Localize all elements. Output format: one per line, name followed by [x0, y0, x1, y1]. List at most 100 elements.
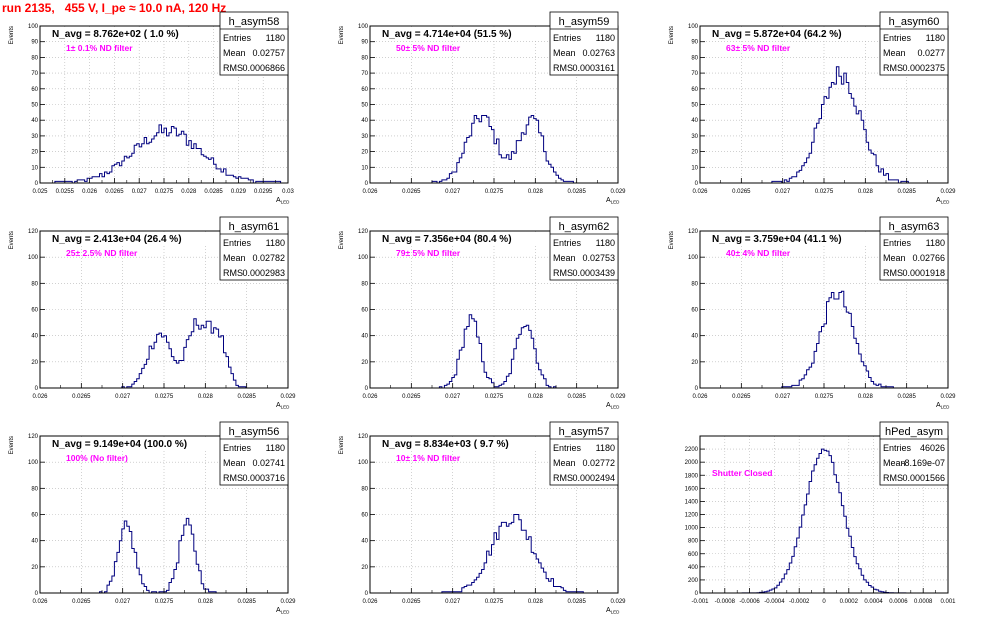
- y-tick-label: 80: [691, 281, 698, 287]
- x-tick-label: 0.029: [280, 599, 296, 605]
- y-axis-label: Events: [9, 436, 15, 454]
- y-tick-label: 80: [361, 486, 368, 492]
- x-tick-label: 0.0285: [567, 599, 586, 605]
- x-tick-label: 0.0265: [105, 189, 124, 195]
- y-tick-label: 70: [361, 71, 368, 77]
- y-tick-label: 100: [28, 460, 39, 466]
- filter-note: Shutter Closed: [712, 468, 772, 478]
- filter-note: 25± 2.5% ND filter: [66, 248, 138, 258]
- n-avg-title: N_avg = 3.759e+04 (41.1 %): [712, 234, 842, 245]
- y-tick-label: 100: [358, 24, 369, 30]
- y-tick-label: 80: [691, 55, 698, 61]
- n-avg-box: [702, 27, 870, 40]
- x-tick-label: 0.029: [610, 394, 626, 400]
- stats-entries-value: 1180: [926, 238, 945, 248]
- y-tick-label: 40: [691, 118, 698, 124]
- y-tick-label: 20: [361, 360, 368, 366]
- y-tick-label: 0: [35, 386, 39, 392]
- x-tick-label: 0.028: [528, 189, 544, 195]
- y-tick-label: 1000: [685, 526, 699, 532]
- x-tick-label: 0.026: [82, 189, 98, 195]
- histogram-panel-h_asym60: 0.026 0.0265 0.027 0.0275 0.028 0.0285 0.029 0 1…: [669, 11, 956, 205]
- y-axis-label: Events: [669, 26, 675, 44]
- x-tick-label: 0.028: [528, 599, 544, 605]
- filter-note: 100% (No filter): [66, 453, 128, 463]
- stats-mean-label: Mean: [553, 458, 576, 468]
- histogram-panel-h_asym59: 0.026 0.0265 0.027 0.0275 0.028 0.0285 0.029 0 1…: [339, 11, 626, 205]
- y-tick-label: 20: [691, 360, 698, 366]
- y-tick-label: 40: [361, 334, 368, 340]
- stats-rms-label: RMS: [223, 473, 243, 483]
- y-tick-label: 80: [31, 486, 38, 492]
- stats-rms-value: 0.0001918: [902, 268, 945, 278]
- y-axis-label: Events: [669, 231, 675, 249]
- x-tick-label: -0.0008: [715, 599, 736, 605]
- stats-hist-name: h_asym57: [559, 426, 610, 438]
- histogram-bins: [40, 318, 288, 389]
- x-tick-label: 0.026: [692, 189, 708, 195]
- histogram-bins: [700, 66, 948, 184]
- n-avg-title: N_avg = 4.714e+04 (51.5 %): [382, 29, 512, 40]
- n-avg-box: [42, 27, 210, 40]
- histogram-panel-h_asym56: 0.026 0.0265 0.027 0.0275 0.028 0.0285 0.029 0 2…: [9, 421, 296, 615]
- y-tick-label: 60: [361, 308, 368, 314]
- x-tick-label: 0.027: [775, 394, 791, 400]
- stats-mean-label: Mean: [223, 253, 246, 263]
- x-tick-label: 0.029: [280, 394, 296, 400]
- y-tick-label: 400: [688, 565, 699, 571]
- y-tick-label: 50: [31, 103, 38, 109]
- stats-rms-label: RMS: [883, 63, 903, 73]
- y-tick-label: 20: [361, 150, 368, 156]
- x-tick-label: 0.029: [610, 189, 626, 195]
- n-avg-title: N_avg = 5.872e+04 (64.2 %): [712, 29, 842, 40]
- histogram-panel-h_asym63: 0.026 0.0265 0.027 0.0275 0.028 0.0285 0.029 0 2…: [669, 216, 956, 410]
- stats-rms-value: 0.0006866: [242, 63, 285, 73]
- stats-mean-value: 0.02772: [582, 458, 615, 468]
- filter-note: 50± 5% ND filter: [396, 43, 461, 53]
- y-axis-label: Events: [339, 436, 345, 454]
- stats-rms-label: RMS: [553, 63, 573, 73]
- x-axis-label: ALED: [276, 402, 290, 410]
- x-tick-label: 0.028: [528, 394, 544, 400]
- x-axis-label: ALED: [936, 197, 950, 205]
- n-avg-box: [702, 232, 870, 245]
- stats-mean-label: Mean: [223, 48, 246, 58]
- x-tick-label: 0.0265: [402, 394, 421, 400]
- stats-box: [549, 421, 619, 486]
- x-tick-label: 0.0265: [732, 189, 751, 195]
- x-tick-label: 0.028: [858, 189, 874, 195]
- y-tick-label: 80: [361, 281, 368, 287]
- stats-hist-name: h_asym58: [229, 16, 280, 28]
- stats-entries-label: Entries: [553, 238, 582, 248]
- y-tick-label: 90: [691, 40, 698, 46]
- x-tick-label: -0.001: [691, 599, 709, 605]
- stats-entries-value: 46026: [920, 443, 945, 453]
- n-avg-box: [42, 437, 210, 450]
- stats-rms-value: 0.0002494: [572, 473, 615, 483]
- y-tick-label: 120: [28, 229, 39, 235]
- y-tick-label: 20: [361, 565, 368, 571]
- y-tick-label: 100: [358, 460, 369, 466]
- y-tick-label: 60: [691, 308, 698, 314]
- y-tick-label: 100: [358, 255, 369, 261]
- x-tick-label: 0.028: [198, 599, 214, 605]
- stats-hist-name: h_asym62: [559, 221, 610, 233]
- x-axis-label: ALED: [276, 607, 290, 615]
- x-tick-label: 0.0275: [485, 599, 504, 605]
- stats-hist-name: h_asym56: [229, 426, 280, 438]
- stats-entries-value: 1180: [266, 443, 285, 453]
- stats-rms-value: 0.0001566: [902, 473, 945, 483]
- stats-box: [879, 216, 949, 281]
- x-tick-label: 0.025: [32, 189, 48, 195]
- x-tick-label: 0.026: [362, 189, 378, 195]
- stats-entries-label: Entries: [883, 238, 912, 248]
- stats-entries-label: Entries: [883, 33, 912, 43]
- y-tick-label: 30: [691, 134, 698, 140]
- stats-rms-label: RMS: [223, 268, 243, 278]
- x-axis-label: ALED: [276, 197, 290, 205]
- x-tick-label: 0.029: [940, 189, 956, 195]
- x-tick-label: 0.0265: [402, 599, 421, 605]
- stats-entries-label: Entries: [223, 238, 252, 248]
- y-tick-label: 90: [361, 40, 368, 46]
- stats-hist-name: h_asym63: [889, 221, 940, 233]
